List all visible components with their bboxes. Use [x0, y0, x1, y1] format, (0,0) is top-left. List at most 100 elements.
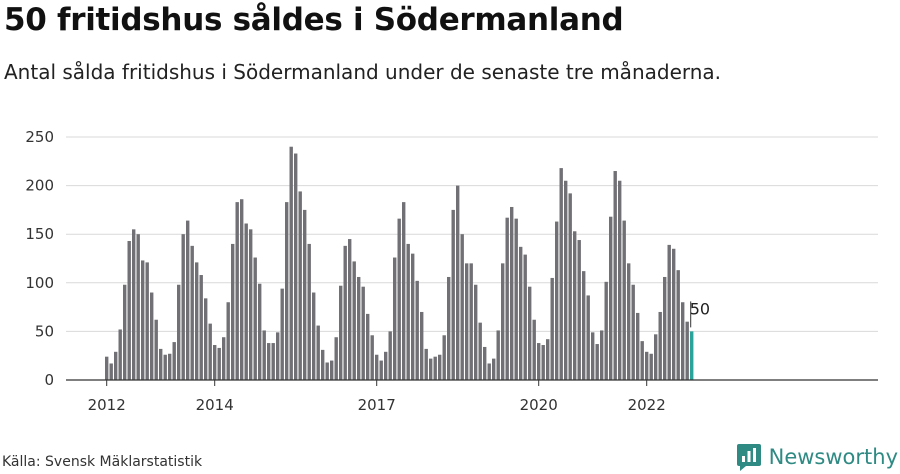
- bar: [325, 362, 329, 380]
- bar: [249, 229, 253, 380]
- bar: [514, 218, 518, 380]
- bar: [663, 276, 667, 380]
- bar: [393, 257, 397, 380]
- bar: [667, 244, 671, 380]
- bar: [276, 332, 280, 380]
- bar: [150, 292, 154, 380]
- bars: 50: [105, 146, 710, 380]
- bar: [604, 281, 608, 380]
- y-tick-label: 150: [25, 225, 54, 243]
- bar: [618, 180, 622, 380]
- bar: [564, 180, 568, 380]
- bar: [154, 319, 158, 380]
- bar: [505, 217, 509, 380]
- bar: [388, 331, 392, 380]
- bar: [433, 356, 437, 380]
- bar: [537, 343, 541, 380]
- bar: [316, 325, 320, 380]
- bar: [375, 354, 379, 380]
- bar: [658, 311, 662, 380]
- x-axis: [66, 379, 878, 386]
- bar: [523, 254, 527, 380]
- bar: [411, 253, 415, 380]
- bar: [438, 354, 442, 380]
- bar: [582, 271, 586, 380]
- bar: [519, 246, 523, 380]
- bar: [609, 216, 613, 380]
- bar: [672, 248, 676, 380]
- bar: [352, 261, 356, 380]
- bar: [132, 229, 136, 380]
- y-tick-label: 100: [25, 274, 54, 292]
- bar: [168, 353, 172, 380]
- bar: [397, 218, 401, 380]
- source-note: Källa: Svensk Mäklarstatistik: [2, 454, 203, 470]
- bar: [321, 349, 325, 380]
- bar: [258, 283, 262, 380]
- bar: [217, 347, 221, 380]
- bar: [532, 319, 536, 380]
- bar: [496, 330, 500, 380]
- bar: [361, 286, 365, 380]
- bar: [415, 280, 419, 380]
- y-tick-label: 0: [44, 371, 54, 389]
- bar: [127, 241, 131, 380]
- bar: [501, 263, 505, 380]
- bar: [483, 346, 487, 380]
- bar: [559, 168, 563, 380]
- bar: [586, 295, 590, 380]
- highlight-value-label: 50: [690, 299, 710, 318]
- bar: [645, 351, 649, 380]
- bar: [600, 330, 604, 380]
- bar: [226, 302, 230, 380]
- bar: [379, 360, 383, 380]
- bar: [208, 323, 212, 380]
- bar: [613, 171, 617, 380]
- bar: [280, 288, 284, 380]
- bar-highlight: [690, 331, 694, 380]
- bar: [163, 354, 167, 380]
- bar: [654, 334, 658, 380]
- bar: [330, 360, 334, 380]
- bar: [186, 220, 190, 380]
- bar: [123, 284, 127, 380]
- bar: [159, 348, 163, 380]
- bar: [546, 339, 550, 380]
- bar: [172, 342, 176, 380]
- bar: [195, 262, 199, 380]
- bar: [568, 193, 572, 380]
- bar: [447, 276, 451, 380]
- bar: [348, 239, 352, 380]
- x-tick-label: 2022: [628, 396, 666, 414]
- bar: [235, 202, 239, 380]
- bar: [253, 257, 257, 380]
- x-tick-label: 2014: [196, 396, 234, 414]
- bar: [370, 335, 374, 380]
- bar: [442, 335, 446, 380]
- y-tick-label: 50: [35, 322, 54, 340]
- bar: [285, 202, 289, 380]
- brand-name: Newsworthy: [768, 445, 898, 469]
- bar: [451, 209, 455, 380]
- bar: [114, 351, 118, 380]
- bar: [145, 262, 149, 380]
- newsworthy-logo-icon: [736, 444, 761, 471]
- bar-chart: 50 0 50 100 150 200 250 2012 2014 2017 2020 2022: [25, 128, 878, 414]
- bar: [631, 284, 635, 380]
- bar: [289, 146, 293, 380]
- bar: [334, 337, 338, 380]
- bar: [478, 322, 482, 380]
- bar: [357, 276, 361, 380]
- bar: [222, 337, 226, 380]
- chart-subtitle: Antal sålda fritidshus i Södermanland un…: [4, 60, 722, 84]
- bar: [510, 206, 514, 380]
- bar: [424, 348, 428, 380]
- bar: [366, 313, 370, 380]
- bar: [676, 270, 680, 380]
- bar: [627, 263, 631, 380]
- bar: [294, 153, 298, 380]
- bar: [262, 330, 266, 380]
- bar: [577, 240, 581, 380]
- bar: [456, 185, 460, 380]
- bar: [141, 260, 145, 380]
